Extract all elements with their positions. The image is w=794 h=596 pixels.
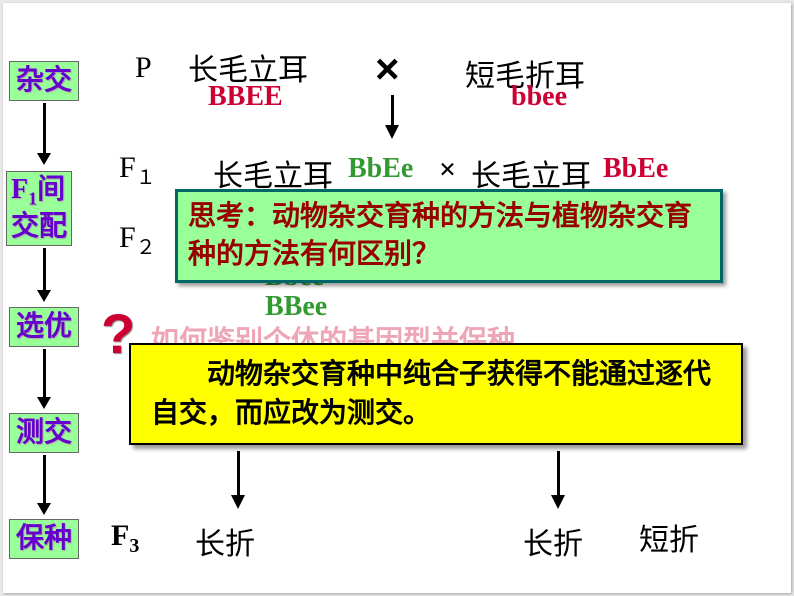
pheno-f3b: 长折	[523, 519, 583, 563]
f1-suffix: 间	[37, 174, 65, 205]
gen-p-label: P	[135, 51, 152, 85]
arrow-icon	[43, 349, 46, 397]
side-step-testcross: 测交	[9, 413, 79, 453]
arrow-stem	[557, 451, 560, 497]
geno-p1: BBEE	[208, 81, 283, 113]
f1-letter: F	[11, 174, 28, 205]
gen-f2-label: F２	[119, 221, 156, 260]
geno-f1a: BbEe	[348, 153, 413, 185]
f1-line2: 交配	[11, 211, 67, 242]
slide: 杂交 F1间 交配 选优 测交 保种 P 长毛立耳 BBEE × 短毛折耳 bb…	[3, 3, 791, 593]
geno-f1b: BbEe	[603, 153, 668, 185]
arrow-stem	[391, 95, 394, 127]
f1-sub: １	[136, 167, 156, 189]
arrow-icon	[43, 103, 46, 153]
arrow-icon	[43, 248, 46, 290]
geno-p2: bbee	[511, 81, 567, 113]
gen-f3-label: F3	[111, 519, 139, 558]
gen-f1-label: F１	[119, 151, 156, 190]
callout-answer: 动物杂交育种中纯合子获得不能通过逐代自交，而应改为测交。	[129, 343, 743, 445]
pheno-f3a: 长折	[195, 519, 255, 563]
arrow-icon	[43, 455, 46, 503]
side-step-f1mate: F1间 交配	[6, 171, 72, 246]
f2-sub: ２	[136, 237, 156, 259]
f3-sub: 3	[129, 535, 139, 557]
arrow-down-icon	[551, 495, 565, 509]
cross-icon: ×	[439, 153, 456, 187]
f1-sub: 1	[28, 189, 37, 209]
arrow-down-icon	[385, 125, 399, 139]
f2-letter: F	[119, 221, 136, 254]
f1-letter: F	[119, 151, 136, 184]
pheno-f3c: 短折	[639, 515, 699, 559]
arrow-down-icon	[231, 495, 245, 509]
arrow-stem	[237, 451, 240, 497]
callout-question: 思考：动物杂交育种的方法与植物杂交育种的方法有何区别？	[175, 189, 723, 283]
side-step-select: 选优	[9, 307, 79, 347]
cross-icon: ×	[375, 45, 400, 93]
side-step-cross: 杂交	[9, 61, 79, 101]
side-step-keep: 保种	[9, 519, 79, 559]
f3-letter: F	[111, 519, 129, 552]
